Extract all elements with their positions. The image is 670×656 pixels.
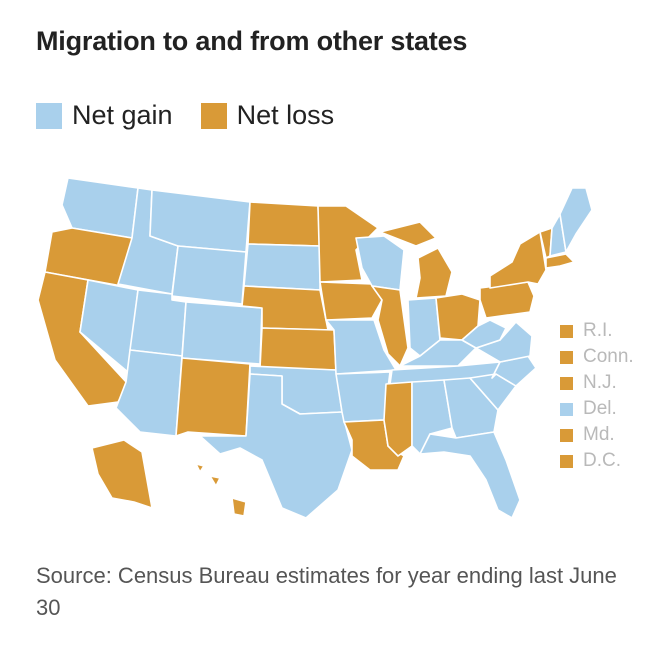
legend-swatch-gain [36, 102, 62, 129]
legend-swatch-loss [200, 102, 227, 129]
state-SD [243, 243, 321, 291]
small-state-row: D.C. [560, 448, 634, 474]
legend-item-gain: Net gain [36, 100, 173, 131]
state-WY [171, 245, 247, 305]
small-state-label: N.J. [583, 372, 617, 393]
small-state-label: Del. [583, 398, 617, 419]
small-state-swatch [560, 376, 573, 390]
state-MS [383, 381, 413, 457]
state-IL [371, 285, 409, 367]
source-note: Source: Census Bureau estimates for year… [36, 563, 617, 620]
small-state-label: Md. [583, 424, 615, 445]
small-state-swatch [560, 350, 573, 364]
small-state-row: R.I. [560, 318, 634, 344]
state-NY [489, 231, 547, 289]
state-WV [461, 319, 507, 349]
chart-title: Migration to and from other states [36, 26, 468, 56]
state-MA [545, 253, 575, 269]
state-CO [181, 301, 263, 365]
small-state-label: D.C. [583, 450, 621, 471]
small-state-swatch [560, 324, 573, 338]
state-FL [419, 431, 521, 519]
legend: Net gain Net loss [36, 100, 362, 131]
us-state-map [37, 177, 593, 519]
legend-label-gain: Net gain [72, 100, 173, 130]
state-KS [259, 327, 337, 371]
small-state-row: Conn. [560, 344, 634, 370]
small-state-swatch [560, 428, 573, 442]
state-UT [129, 289, 187, 357]
small-state-row: Md. [560, 422, 634, 448]
small-state-label: Conn. [583, 346, 634, 367]
state-NM [175, 357, 251, 437]
state-HI [195, 463, 247, 517]
state-AR [335, 371, 391, 423]
small-state-label: R.I. [583, 320, 613, 341]
state-ME [559, 187, 593, 253]
small-state-swatch [560, 454, 573, 468]
small-state-swatch [560, 402, 573, 416]
state-AK [91, 439, 153, 509]
legend-item-loss: Net loss [200, 100, 335, 131]
small-state-row: N.J. [560, 370, 634, 396]
state-TX [199, 373, 353, 519]
state-ND [247, 201, 321, 247]
state-PA [479, 281, 535, 319]
small-state-row: Del. [560, 396, 634, 422]
small-states-legend: R.I. Conn. N.J. Del. Md. D.C. [560, 318, 634, 474]
state-WI [355, 235, 405, 291]
legend-label-loss: Net loss [236, 100, 335, 130]
state-IA [319, 281, 383, 321]
